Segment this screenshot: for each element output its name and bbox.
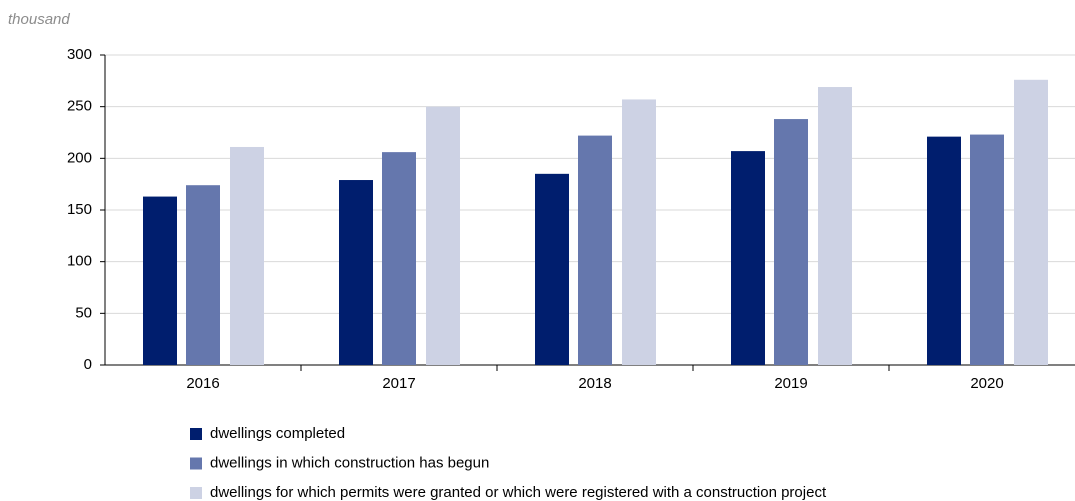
y-axis-label: thousand <box>8 11 70 28</box>
bar <box>731 151 765 365</box>
legend-label: dwellings for which permits were granted… <box>210 484 827 501</box>
x-tick-label: 2020 <box>970 375 1003 392</box>
bar <box>535 173 569 365</box>
bar <box>578 135 612 365</box>
y-tick-label: 300 <box>67 46 92 63</box>
bar <box>774 119 808 365</box>
bar <box>1014 79 1048 366</box>
y-tick-label: 250 <box>67 98 92 115</box>
bar <box>186 185 220 365</box>
x-tick-label: 2017 <box>382 375 415 392</box>
x-tick-label: 2019 <box>774 375 807 392</box>
bar <box>230 146 264 365</box>
bar <box>622 99 656 365</box>
legend-label: dwellings in which construction has begu… <box>210 454 489 471</box>
bar <box>339 180 373 365</box>
bar <box>927 136 961 365</box>
y-tick-label: 0 <box>84 356 92 373</box>
x-tick-label: 2016 <box>186 375 219 392</box>
y-tick-label: 100 <box>67 253 92 270</box>
bar <box>426 106 460 366</box>
bar <box>818 87 852 366</box>
legend-label: dwellings completed <box>210 425 345 442</box>
legend-swatch <box>190 428 202 440</box>
bar <box>382 152 416 365</box>
legend-swatch <box>190 487 202 499</box>
bar <box>970 134 1004 365</box>
y-tick-label: 150 <box>67 201 92 218</box>
bar <box>143 196 177 365</box>
legend-swatch <box>190 457 202 470</box>
y-tick-label: 50 <box>75 304 92 321</box>
x-tick-label: 2018 <box>578 375 611 392</box>
y-tick-label: 200 <box>67 149 92 166</box>
